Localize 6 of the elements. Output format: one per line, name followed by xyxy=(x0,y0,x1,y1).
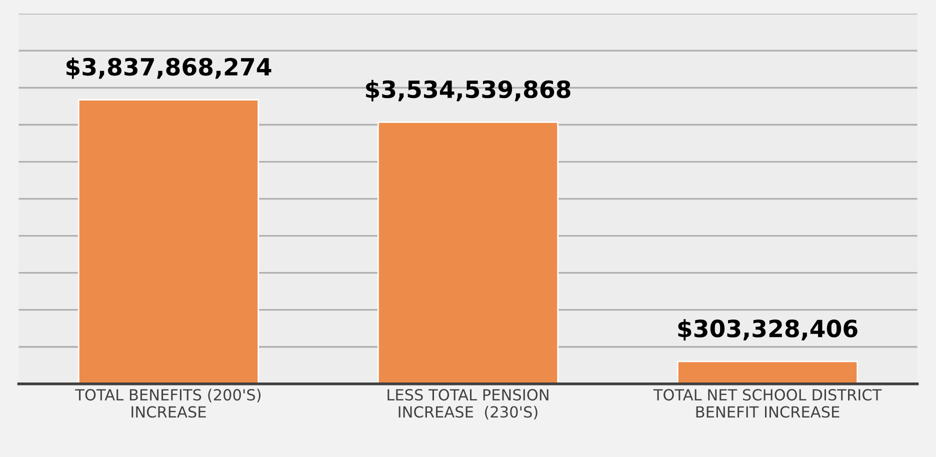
x-tick-label: TOTAL NET SCHOOL DISTRICT BENEFIT INCREASE xyxy=(653,389,882,418)
data-label: $303,328,406 xyxy=(678,319,858,341)
x-tick-label: LESS TOTAL PENSION INCREASE (230'S) xyxy=(388,389,548,420)
data-label: $3,837,868,274 xyxy=(66,57,272,79)
data-label: $3,534,539,868 xyxy=(366,80,570,102)
x-tick-label: TOTAL BENEFITS (200'S) INCREASE xyxy=(75,388,261,418)
